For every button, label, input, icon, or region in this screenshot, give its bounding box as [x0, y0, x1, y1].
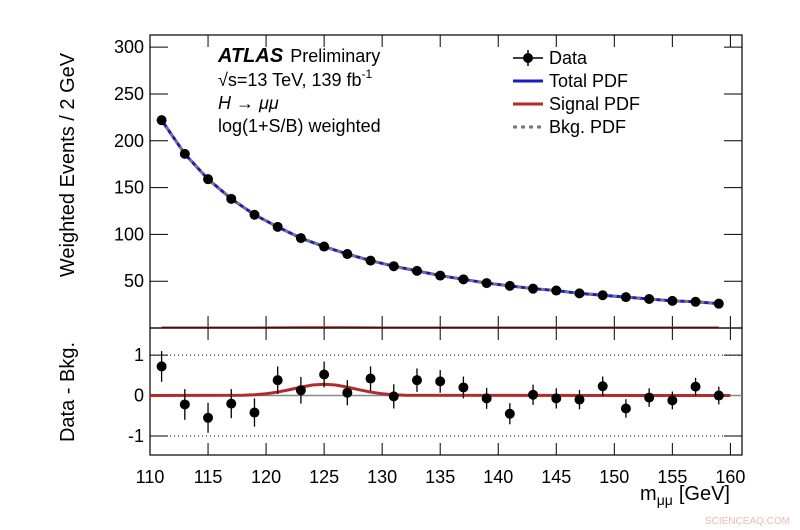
data-point	[551, 393, 562, 404]
legend-label: Bkg. PDF	[549, 117, 626, 137]
x-tick-label: 160	[715, 467, 745, 487]
annotation-text: √s=13 TeV, 139 fb	[218, 70, 362, 90]
data-point	[365, 373, 376, 384]
x-tick-label: 135	[425, 467, 455, 487]
data-point	[203, 174, 214, 185]
data-point	[226, 193, 237, 204]
data-point	[342, 249, 353, 260]
data-point	[551, 285, 562, 296]
data-point	[365, 255, 376, 266]
data-point	[319, 369, 330, 380]
plot-frame	[149, 327, 743, 456]
y-tick-label: 150	[114, 178, 144, 198]
annotation: √s=13 TeV, 139 fb-1	[218, 67, 372, 90]
data-point	[528, 283, 539, 294]
data-point	[458, 274, 469, 285]
x-tick-label: 140	[483, 467, 513, 487]
data-point	[481, 393, 492, 404]
y-axis-title: Weighted Events / 2 GeV	[57, 52, 79, 277]
atlas-label: ATLAS	[217, 45, 284, 67]
x-tick-label: 130	[367, 467, 397, 487]
data-point	[319, 241, 330, 252]
data-point	[435, 270, 446, 281]
data-point	[597, 381, 608, 392]
data-point	[272, 221, 283, 232]
data-point	[713, 390, 724, 401]
data-point	[272, 375, 283, 386]
data-point	[620, 292, 631, 303]
x-tick-label: 125	[309, 467, 339, 487]
data-point	[574, 394, 585, 405]
data-point	[620, 403, 631, 414]
x-tick-label: 145	[541, 467, 571, 487]
legend-label: Data	[549, 48, 588, 68]
data-point	[690, 381, 701, 392]
plot-area	[150, 351, 742, 433]
x-tick-label: 115	[194, 467, 223, 487]
data-point	[574, 288, 585, 299]
y-tick-label: 50	[124, 271, 144, 291]
annotation: log(1+S/B) weighted	[218, 116, 381, 136]
x-axis-title-sub: μμ	[657, 492, 673, 508]
data-point	[295, 233, 306, 244]
y-tick-label: 0	[134, 386, 144, 406]
data-point	[644, 293, 655, 304]
data-point	[458, 382, 469, 393]
data-point	[388, 391, 399, 402]
x-tick-label: 155	[657, 467, 687, 487]
data-point	[435, 376, 446, 387]
plot-area	[156, 115, 724, 328]
watermark: SCIENCEAQ.COM	[705, 516, 790, 527]
y-tick-label: 300	[114, 37, 144, 57]
data-point	[528, 389, 539, 400]
y-tick-label: 250	[114, 84, 144, 104]
data-point	[203, 412, 214, 423]
data-point	[597, 290, 608, 301]
data-point	[388, 261, 399, 272]
data-point	[667, 395, 678, 406]
legend-label: Signal PDF	[549, 94, 640, 114]
data-point	[249, 407, 260, 418]
y-tick-label: 100	[114, 224, 144, 244]
y-tick-label: 200	[114, 131, 144, 151]
data-point	[713, 298, 724, 309]
x-axis-title: mμμ [GeV]	[640, 483, 730, 508]
data-point	[295, 385, 306, 396]
data-point	[342, 387, 353, 398]
legend-swatch	[523, 53, 533, 63]
x-tick-label: 110	[136, 467, 165, 487]
data-point	[411, 375, 422, 386]
data-point	[504, 408, 515, 419]
data-point	[156, 115, 167, 126]
x-tick-label: 150	[599, 467, 629, 487]
data-point	[481, 278, 492, 289]
legend-label: Total PDF	[549, 71, 628, 91]
y-tick-label: -1	[128, 426, 144, 446]
annotation: ATLAS Preliminary	[217, 45, 380, 67]
data-point	[644, 392, 655, 403]
data-point	[179, 399, 190, 410]
data-point	[156, 361, 167, 372]
x-axis-title-main: m	[640, 483, 657, 505]
x-axis-title-unit: [GeV]	[679, 483, 730, 505]
data-point	[179, 148, 190, 159]
annotation: H → μμ	[218, 93, 279, 113]
data-point	[667, 295, 678, 306]
data-point	[249, 209, 260, 220]
annotation-text: Preliminary	[290, 46, 380, 66]
data-point	[226, 398, 237, 409]
x-tick-label: 120	[251, 467, 281, 487]
y-tick-label: 1	[134, 345, 144, 365]
y-axis-title: Data - Bkg.	[57, 342, 79, 442]
data-point	[690, 296, 701, 307]
data-point	[504, 280, 515, 291]
annotation-superscript: -1	[362, 67, 373, 81]
data-point	[411, 265, 422, 276]
